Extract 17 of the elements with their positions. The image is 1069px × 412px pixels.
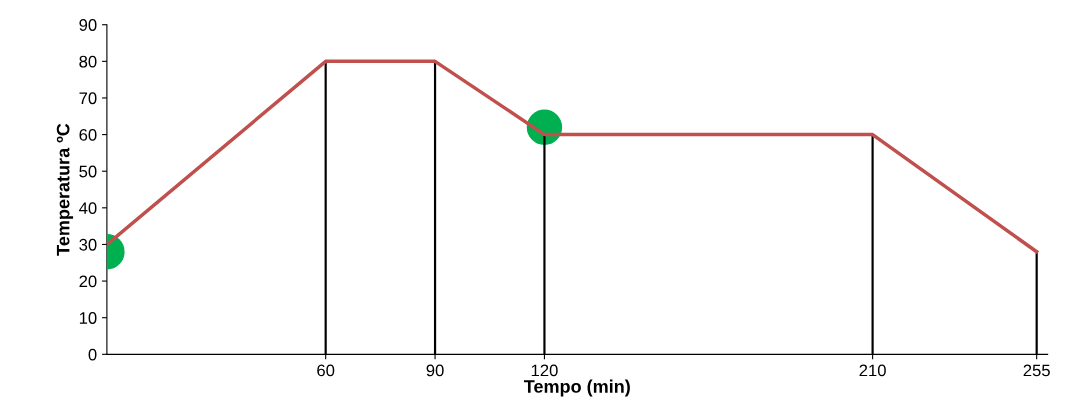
x-tick-label: 60 [317, 364, 335, 377]
y-tick-label: 60 [79, 128, 97, 141]
y-tick-label: 0 [88, 348, 97, 361]
y-tick-label: 40 [79, 202, 97, 215]
y-tick-label: 70 [79, 92, 97, 105]
y-tick-label: 20 [79, 275, 97, 288]
x-tick-label: 90 [426, 364, 444, 377]
y-tick-label: 80 [79, 55, 97, 68]
y-axis-title: Temperatura ºC [56, 123, 74, 256]
x-tick-label: 255 [1023, 364, 1050, 377]
x-tick-label: 210 [859, 364, 886, 377]
y-tick-label: 10 [79, 312, 97, 324]
x-axis-title: Tempo (min) [523, 379, 630, 397]
y-tick-label: 50 [79, 165, 97, 178]
y-tick-label: 30 [79, 238, 97, 251]
x-tick-label: 120 [531, 364, 558, 377]
y-tick-label: 90 [79, 19, 97, 31]
